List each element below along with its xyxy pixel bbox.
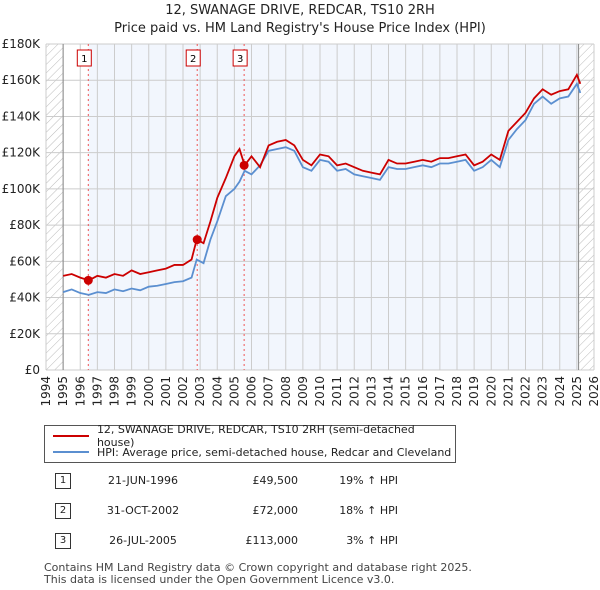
footer-line: This data is licensed under the Open Gov… [44,573,395,586]
subtitle: Price paid vs. HM Land Registry's House … [114,21,486,36]
legend-label: 12, SWANAGE DRIVE, REDCAR, TS10 2RH (sem… [96,423,415,449]
y-tick-label: £80K [9,218,41,232]
x-tick-label: 2008 [279,376,293,407]
sale-label-box [76,49,92,67]
sale-marker-badge: 2 [55,503,71,519]
y-tick-label: £160K [2,73,42,87]
x-tick-label: 2012 [347,376,361,407]
x-tick-label: 2021 [501,376,515,407]
sale-label-box [232,49,248,67]
x-tick-label: 2001 [159,376,173,407]
y-tick-label: £20K [9,327,41,341]
y-tick-label: £100K [2,182,42,196]
table-row: 1 21-JUN-1996 £49,500 19% ↑ HPI [38,466,398,496]
x-tick-label: 2000 [142,376,156,407]
x-tick-label: 2023 [536,376,550,407]
x-tick-label: 2026 [587,376,600,407]
x-tick-label: 2009 [296,376,310,407]
sale-label: 1 [81,54,87,65]
sale-label-box [185,49,201,67]
x-tick-label: 2019 [467,376,481,407]
sale-label: 2 [190,54,196,65]
x-tick-label: 1996 [73,376,87,407]
transactions-table: 1 21-JUN-1996 £49,500 19% ↑ HPI 2 31-OCT-2002… [38,466,398,556]
sale-date: 31-OCT-2002 [106,504,180,517]
sale-label: 3 [237,54,243,65]
y-tick-label: £0 [25,363,40,377]
price-chart: 1994 1995 1996 1997 1998 1999 2000 2001 2002 2003… [2,37,600,407]
sale-price: £113,000 [245,534,299,547]
x-tick-label: 2016 [416,376,430,407]
x-tick-label: 2014 [382,376,396,407]
legend: 12, SWANAGE DRIVE, REDCAR, TS10 2RH (sem… [44,423,456,463]
x-tick-label: 2006 [245,376,259,407]
x-tick-label: 2005 [227,376,241,407]
sale-marker-badge: 3 [55,533,71,549]
sale-price: £49,500 [252,474,299,487]
sale-date: 26-JUL-2005 [109,534,177,547]
x-tick-label: 2002 [176,376,190,407]
y-tick-label: £120K [2,146,42,160]
x-tick-label: 1994 [39,376,53,407]
sale-date: 21-JUN-1996 [107,474,179,487]
shaded-region [88,44,579,370]
legend-item-hpi: HPI: Average price, semi-detached house,… [53,444,451,460]
x-tick-label: 2018 [450,376,464,407]
x-tick-label: 2024 [553,376,567,407]
table-row: 3 26-JUL-2005 £113,000 3% ↑ HPI [38,526,398,556]
x-tick-label: 1999 [125,376,139,407]
x-tick-label: 1995 [56,376,70,407]
hpi-change: 18% ↑ HPI [339,504,398,517]
x-tick-label: 2011 [330,376,344,407]
x-tick-label: 2020 [484,376,498,407]
x-tick-label: 2003 [193,376,207,407]
sale-marker-badge: 1 [55,473,71,489]
footer-line: Contains HM Land Registry data © Crown c… [44,561,472,574]
x-tick-label: 1997 [90,376,104,407]
x-tick-label: 2013 [364,376,378,407]
y-tick-label: £140K [2,109,42,123]
hpi-change: 19% ↑ HPI [339,474,398,487]
legend-item-property: 12, SWANAGE DRIVE, REDCAR, TS10 2RH (sem… [53,423,455,449]
hatch-after [578,44,594,370]
y-tick-label: £40K [9,291,41,305]
table-row: 2 31-OCT-2002 £72,000 18% ↑ HPI [38,496,398,526]
x-tick-label: 2004 [210,376,224,407]
y-tick-label: £180K [2,37,42,51]
series-line [62,72,582,282]
sale-point [239,160,249,170]
y-tick-label: £60K [9,254,41,268]
x-tick-label: 2007 [262,376,276,407]
x-tick-label: 2022 [519,376,533,407]
legend-label: HPI: Average price, semi-detached house,… [97,445,452,459]
x-tick-label: 2025 [570,376,584,407]
title: 12, SWANAGE DRIVE, REDCAR, TS10 2RH [165,3,435,18]
sale-price: £72,000 [252,504,299,517]
sale-point [192,235,202,245]
hpi-change: 3% ↑ HPI [346,534,398,547]
hatch-before [46,44,64,370]
chart-title: 12, SWANAGE DRIVE, REDCAR, TS10 2RH Price… [0,2,600,38]
x-tick-label: 2017 [433,376,447,407]
x-tick-label: 2015 [399,376,413,407]
series-line [62,81,582,296]
x-tick-label: 1998 [108,376,122,407]
x-tick-label: 2010 [313,376,327,407]
footer: Contains HM Land Registry data © Crown c… [44,562,472,586]
sale-point [83,275,93,285]
